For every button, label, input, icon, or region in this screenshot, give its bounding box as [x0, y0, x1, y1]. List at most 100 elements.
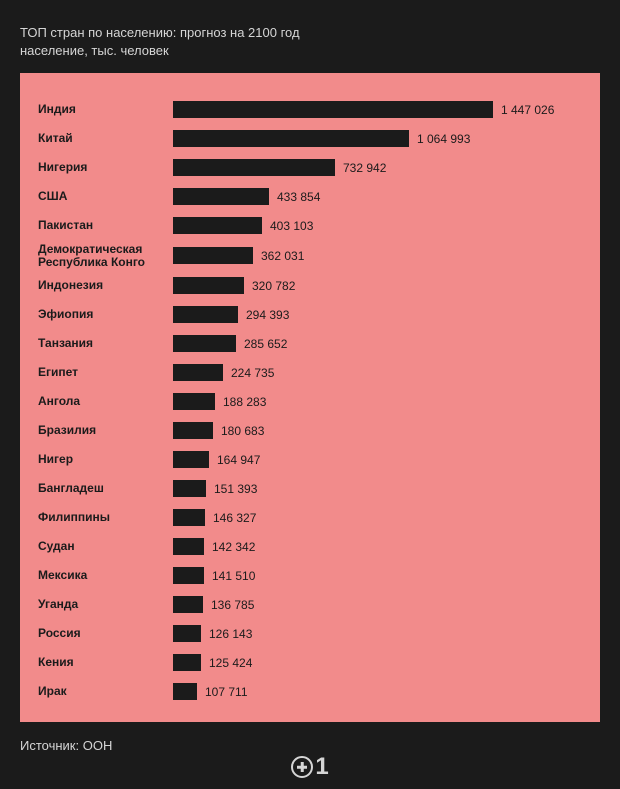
title-line-2: население, тыс. человек	[20, 42, 600, 60]
bar-area: 107 711	[173, 677, 582, 706]
bar-row: Бангладеш 151 393	[38, 474, 582, 503]
bar-area: 146 327	[173, 503, 582, 532]
infographic-frame: ТОП стран по населению: прогноз на 2100 …	[0, 0, 620, 789]
value-label: 362 031	[261, 249, 304, 263]
value-label: 320 782	[252, 279, 295, 293]
country-label: Кения	[38, 656, 173, 669]
source-text: Источник: ООН	[20, 738, 600, 753]
bar-area: 125 424	[173, 648, 582, 677]
bar-row: Эфиопия 294 393	[38, 300, 582, 329]
bar-area: 1 447 026	[173, 95, 582, 124]
bar	[173, 422, 213, 439]
bar	[173, 480, 206, 497]
bar-row: Уганда 136 785	[38, 590, 582, 619]
bar-area: 320 782	[173, 271, 582, 300]
bar-row: Россия 126 143	[38, 619, 582, 648]
value-label: 126 143	[209, 627, 252, 641]
bar-area: 224 735	[173, 358, 582, 387]
chart-header: ТОП стран по населению: прогноз на 2100 …	[20, 24, 600, 59]
country-label: Индия	[38, 103, 173, 116]
bar-row: Кения 125 424	[38, 648, 582, 677]
bar	[173, 509, 205, 526]
bar-row: Судан142 342	[38, 532, 582, 561]
value-label: 125 424	[209, 656, 252, 670]
country-label: Бангладеш	[38, 482, 173, 495]
value-label: 141 510	[212, 569, 255, 583]
bar-row: Нигерия 732 942	[38, 153, 582, 182]
chart-panel: Индия 1 447 026 Китай 1 064 993 Нигерия 732 9…	[20, 73, 600, 722]
country-label: Россия	[38, 627, 173, 640]
bar-row: Ангола188 283	[38, 387, 582, 416]
country-label: Пакистан	[38, 219, 173, 232]
value-label: 180 683	[221, 424, 264, 438]
bar	[173, 683, 197, 700]
bar	[173, 335, 236, 352]
bar	[173, 625, 201, 642]
value-label: 285 652	[244, 337, 287, 351]
value-label: 1 447 026	[501, 103, 554, 117]
value-label: 433 854	[277, 190, 320, 204]
country-label: Бразилия	[38, 424, 173, 437]
logo: 1	[0, 755, 620, 779]
bar-row: Индонезия 320 782	[38, 271, 582, 300]
country-label: США	[38, 190, 173, 203]
bar-row: Бразилия 180 683	[38, 416, 582, 445]
bar-area: 126 143	[173, 619, 582, 648]
bar	[173, 217, 262, 234]
value-label: 294 393	[246, 308, 289, 322]
bar-row: Нигер 164 947	[38, 445, 582, 474]
bar	[173, 567, 204, 584]
bar-row: Демократическая Республика Конго 362 031	[38, 240, 582, 271]
bar-row: Ирак107 711	[38, 677, 582, 706]
bar-area: 180 683	[173, 416, 582, 445]
value-label: 136 785	[211, 598, 254, 612]
bar-area: 136 785	[173, 590, 582, 619]
bar-area: 285 652	[173, 329, 582, 358]
country-label: Нигер	[38, 453, 173, 466]
country-label: Нигерия	[38, 161, 173, 174]
bar-row: Пакистан 403 103	[38, 211, 582, 240]
country-label: Эфиопия	[38, 308, 173, 321]
plus-icon	[291, 756, 313, 778]
bar-area: 142 342	[173, 532, 582, 561]
bar-area: 433 854	[173, 182, 582, 211]
bar-row: Индия 1 447 026	[38, 95, 582, 124]
bar-area: 294 393	[173, 300, 582, 329]
bar	[173, 451, 209, 468]
bar-row: Мексика141 510	[38, 561, 582, 590]
value-label: 142 342	[212, 540, 255, 554]
bar	[173, 654, 201, 671]
bar-row: Филиппины146 327	[38, 503, 582, 532]
country-label: Китай	[38, 132, 173, 145]
value-label: 224 735	[231, 366, 274, 380]
value-label: 732 942	[343, 161, 386, 175]
bar	[173, 538, 204, 555]
bar-area: 1 064 993	[173, 124, 582, 153]
bar-area: 141 510	[173, 561, 582, 590]
country-label: Танзания	[38, 337, 173, 350]
country-label: Демократическая Республика Конго	[38, 243, 173, 268]
bar	[173, 277, 244, 294]
bar	[173, 596, 203, 613]
bar	[173, 393, 215, 410]
bar-row: США 433 854	[38, 182, 582, 211]
bar	[173, 130, 409, 147]
country-label: Египет	[38, 366, 173, 379]
bar	[173, 101, 493, 118]
value-label: 188 283	[223, 395, 266, 409]
value-label: 1 064 993	[417, 132, 470, 146]
value-label: 151 393	[214, 482, 257, 496]
value-label: 164 947	[217, 453, 260, 467]
bar-row: Танзания 285 652	[38, 329, 582, 358]
bar	[173, 159, 335, 176]
country-label: Уганда	[38, 598, 173, 611]
bar-area: 188 283	[173, 387, 582, 416]
title-line-1: ТОП стран по населению: прогноз на 2100 …	[20, 24, 600, 42]
bar	[173, 247, 253, 264]
country-label: Ирак	[38, 685, 173, 698]
bar-row: Египет 224 735	[38, 358, 582, 387]
value-label: 403 103	[270, 219, 313, 233]
bar	[173, 188, 269, 205]
country-label: Индонезия	[38, 279, 173, 292]
bar-area: 151 393	[173, 474, 582, 503]
